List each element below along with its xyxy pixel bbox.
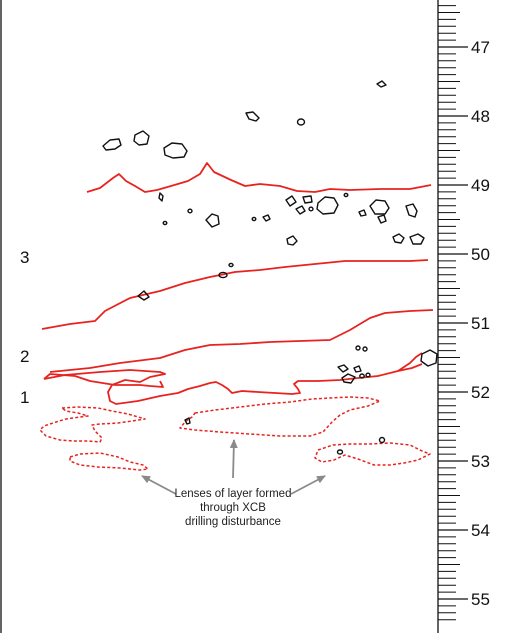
clast bbox=[245, 111, 260, 122]
lens-central bbox=[179, 396, 381, 437]
unit-label-1: 1 bbox=[20, 388, 29, 407]
clast bbox=[392, 233, 405, 244]
clast bbox=[296, 118, 306, 126]
clast bbox=[102, 138, 122, 151]
clast bbox=[378, 436, 386, 444]
clast bbox=[205, 213, 220, 228]
clast bbox=[262, 214, 271, 222]
annotation-line-2: through XCB bbox=[200, 502, 266, 514]
clast bbox=[420, 349, 438, 367]
clast bbox=[285, 195, 297, 207]
scale-tick-label: 48 bbox=[471, 107, 490, 126]
clast bbox=[369, 199, 390, 215]
lens-left-lower bbox=[69, 452, 149, 471]
clast bbox=[228, 262, 234, 268]
boundary-top-unit-2 bbox=[49, 309, 434, 373]
scale-tick-label: 53 bbox=[471, 452, 490, 471]
lens-right bbox=[314, 442, 431, 466]
boundary-base-unit-3 bbox=[41, 259, 429, 330]
clast bbox=[286, 235, 298, 246]
scale-tick-label: 54 bbox=[471, 521, 490, 540]
depth-scale: 47 48 49 50 51 52 53 54 55 bbox=[438, 5, 490, 621]
unit-label-2: 2 bbox=[20, 347, 29, 366]
scale-tick-label: 51 bbox=[471, 314, 490, 333]
clast bbox=[376, 80, 387, 88]
clast bbox=[163, 142, 188, 159]
clasts bbox=[102, 80, 438, 455]
clast bbox=[359, 373, 365, 379]
clast bbox=[377, 214, 387, 224]
boundary-contact-right bbox=[397, 352, 423, 372]
clast bbox=[336, 449, 344, 455]
scale-tick-label: 50 bbox=[471, 245, 490, 264]
arrow-right bbox=[290, 475, 326, 495]
clast bbox=[251, 216, 257, 222]
scale-tick-label: 52 bbox=[471, 383, 490, 402]
clast bbox=[365, 372, 371, 378]
annotation-line-3: drilling disturbance bbox=[185, 516, 281, 528]
lens-left-upper bbox=[39, 406, 146, 443]
clast bbox=[358, 209, 367, 217]
clast bbox=[295, 205, 306, 215]
scale-tick-label: 55 bbox=[471, 590, 490, 609]
clast bbox=[158, 192, 164, 202]
clast bbox=[355, 345, 361, 351]
annotation-line-1: Lenses of layer formed bbox=[175, 488, 292, 500]
disturbance-lenses bbox=[39, 396, 431, 471]
clast bbox=[353, 365, 362, 373]
unit-labels: 3 2 1 bbox=[20, 248, 29, 407]
boundary-top-unit-3 bbox=[86, 162, 432, 193]
clast bbox=[137, 290, 150, 301]
clast bbox=[343, 192, 349, 198]
layer-boundaries bbox=[41, 162, 434, 405]
boundary-unit-1-upper bbox=[43, 363, 423, 405]
clast bbox=[362, 346, 368, 352]
scale-tick-label: 47 bbox=[471, 38, 490, 57]
clast bbox=[316, 196, 339, 215]
unit-label-3: 3 bbox=[20, 248, 29, 267]
clast bbox=[341, 373, 356, 384]
arrow-center bbox=[229, 439, 238, 479]
clast bbox=[302, 195, 313, 204]
boundary-unit-1-lower bbox=[43, 373, 164, 388]
clast bbox=[162, 220, 168, 226]
clast bbox=[405, 203, 418, 218]
clast bbox=[409, 233, 425, 245]
clast bbox=[184, 417, 191, 425]
clast bbox=[218, 271, 228, 279]
annotation-text: Lenses of layer formed through XCB drill… bbox=[175, 488, 292, 528]
arrow-left bbox=[141, 475, 177, 495]
clast bbox=[337, 364, 349, 373]
annotation-arrows bbox=[141, 439, 326, 495]
clast bbox=[133, 130, 150, 146]
clast bbox=[187, 208, 193, 214]
clast bbox=[308, 206, 314, 212]
scale-tick-label: 49 bbox=[471, 176, 490, 195]
